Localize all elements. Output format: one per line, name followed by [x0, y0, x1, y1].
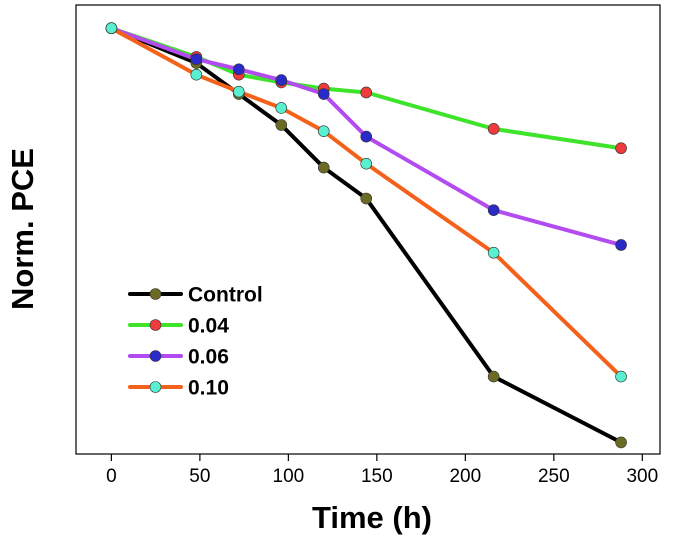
data-point	[615, 370, 627, 383]
x-tick-label: 0	[106, 466, 117, 487]
series-layer	[105, 22, 627, 449]
data-point	[317, 125, 330, 137]
data-point	[190, 68, 203, 81]
data-point	[275, 74, 288, 86]
series-markers-3	[105, 22, 627, 383]
x-tick-label: 300	[626, 466, 658, 487]
series-3	[109, 26, 624, 379]
series-markers-0	[105, 22, 627, 449]
legend-label: 0.06	[188, 346, 229, 369]
x-tick-label: 200	[449, 466, 481, 487]
series-0	[109, 26, 624, 445]
data-point	[233, 63, 245, 76]
data-point	[317, 88, 330, 100]
data-point	[487, 370, 500, 383]
legend-item-2: 0.06	[128, 346, 229, 369]
data-point	[317, 161, 330, 174]
legend: Control 0.04 0.06 0.10	[128, 284, 263, 400]
data-point	[487, 204, 500, 216]
data-point	[105, 22, 118, 35]
data-point	[360, 86, 373, 99]
data-point	[487, 123, 500, 135]
legend-marker	[149, 319, 162, 331]
x-tick-label: 50	[189, 466, 210, 487]
legend-item-1: 0.04	[128, 315, 229, 338]
data-point	[615, 142, 627, 155]
legend-marker	[149, 381, 162, 393]
data-point	[615, 436, 627, 449]
data-point	[275, 102, 288, 114]
data-point	[360, 192, 373, 205]
data-point	[487, 246, 500, 259]
series-line	[109, 26, 624, 247]
x-axis-ticks: 0 50 100 150 200 250 300	[106, 454, 658, 487]
legend-label: 0.10	[188, 377, 229, 400]
data-point	[360, 157, 373, 170]
series-2	[109, 26, 624, 247]
plot-frame	[75, 4, 661, 455]
x-axis-title: Time (h)	[312, 500, 432, 535]
series-line	[109, 26, 624, 379]
legend-label: 0.04	[188, 315, 229, 338]
data-point	[233, 85, 245, 98]
x-tick-label: 150	[361, 466, 393, 487]
legend-item-0: Control	[128, 284, 263, 307]
data-point	[275, 119, 288, 131]
legend-marker	[149, 350, 162, 362]
data-point	[615, 239, 627, 251]
series-line	[109, 26, 624, 445]
data-point	[360, 130, 373, 143]
data-point	[190, 53, 203, 65]
legend-label: Control	[188, 284, 263, 307]
legend-marker	[149, 288, 162, 300]
y-axis-title: Norm. PCE	[5, 148, 40, 310]
legend-item-3: 0.10	[128, 377, 229, 400]
x-tick-label: 250	[538, 466, 570, 487]
x-tick-label: 100	[273, 466, 305, 487]
